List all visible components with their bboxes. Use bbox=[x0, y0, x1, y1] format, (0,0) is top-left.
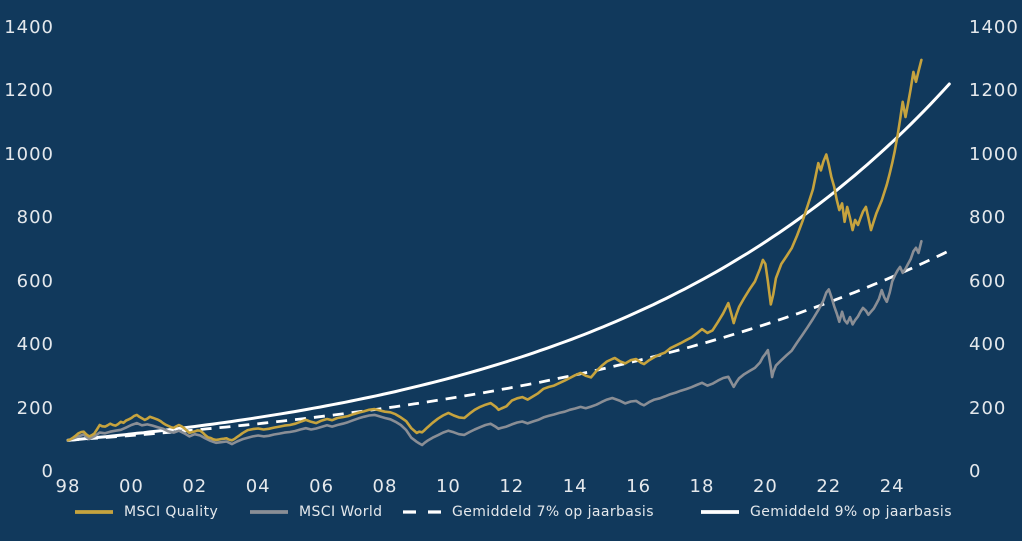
x-axis-tick-label: 16 bbox=[626, 476, 652, 497]
series-line-gemiddeld-7-op-jaarbasis bbox=[67, 249, 950, 442]
legend-swatch-dashed-line-icon bbox=[403, 510, 441, 514]
legend-item-gemiddeld-7-op-jaarbasis: Gemiddeld 7% op jaarbasis bbox=[403, 502, 654, 522]
x-axis-tick-label: 08 bbox=[372, 476, 398, 497]
x-axis-tick-label: 12 bbox=[499, 476, 525, 497]
y-axis-tick-label-left: 0 bbox=[41, 461, 54, 482]
x-axis-tick-label: 20 bbox=[752, 476, 778, 497]
x-axis-tick-label: 24 bbox=[879, 476, 905, 497]
series-line-msci-world bbox=[66, 239, 923, 447]
series-line-msci-quality bbox=[66, 58, 923, 442]
legend-item-msci-quality: MSCI Quality bbox=[75, 502, 218, 522]
legend-swatch-solid-line-icon bbox=[250, 510, 288, 514]
x-axis-tick-label: 14 bbox=[562, 476, 588, 497]
legend-swatch-solid-line-icon bbox=[75, 510, 113, 514]
x-axis-tick-label: 18 bbox=[689, 476, 715, 497]
y-axis-tick-label-right: 1400 bbox=[969, 16, 1019, 38]
series-line-gemiddeld-9-op-jaarbasis bbox=[66, 82, 951, 442]
legend-label: Gemiddeld 9% op jaarbasis bbox=[750, 504, 952, 520]
legend: MSCI Quality MSCI World Gemiddeld 7% op ja… bbox=[0, 502, 1022, 524]
y-axis-tick-label-left: 600 bbox=[16, 270, 54, 292]
y-axis-tick-label-right: 0 bbox=[969, 461, 982, 482]
y-axis-tick-label-left: 1200 bbox=[4, 80, 54, 101]
legend-label: Gemiddeld 7% op jaarbasis bbox=[452, 504, 654, 520]
y-axis-tick-label-right: 1200 bbox=[969, 80, 1019, 101]
y-axis-tick-label-right: 800 bbox=[969, 207, 1007, 228]
x-axis-tick-label: 04 bbox=[245, 476, 271, 497]
x-axis-tick-label: 10 bbox=[435, 476, 461, 497]
x-axis-tick-label: 06 bbox=[309, 476, 335, 497]
y-axis-tick-label-right: 200 bbox=[969, 397, 1007, 419]
x-axis-tick-label: 00 bbox=[118, 476, 144, 497]
y-axis-tick-label-right: 400 bbox=[969, 334, 1007, 355]
y-axis-tick-label-left: 1000 bbox=[4, 143, 54, 165]
y-axis-tick-label-left: 200 bbox=[16, 397, 54, 419]
legend-swatch-solid-line-icon bbox=[701, 510, 739, 514]
x-axis-tick-label: 98 bbox=[55, 476, 81, 497]
legend-item-gemiddeld-9-op-jaarbasis: Gemiddeld 9% op jaarbasis bbox=[701, 502, 952, 522]
y-axis-tick-label-right: 600 bbox=[969, 270, 1007, 292]
legend-label: MSCI Quality bbox=[124, 504, 219, 520]
y-axis-tick-label-left: 800 bbox=[16, 207, 54, 228]
x-axis-tick-label: 02 bbox=[182, 476, 208, 497]
x-axis-tick-label: 22 bbox=[816, 476, 842, 497]
legend-label: MSCI World bbox=[299, 504, 383, 520]
legend-item-msci-world: MSCI World bbox=[250, 502, 382, 522]
y-axis-tick-label-left: 400 bbox=[16, 334, 54, 355]
y-axis-tick-label-right: 1000 bbox=[969, 143, 1019, 165]
y-axis-tick-label-left: 1400 bbox=[4, 16, 54, 38]
